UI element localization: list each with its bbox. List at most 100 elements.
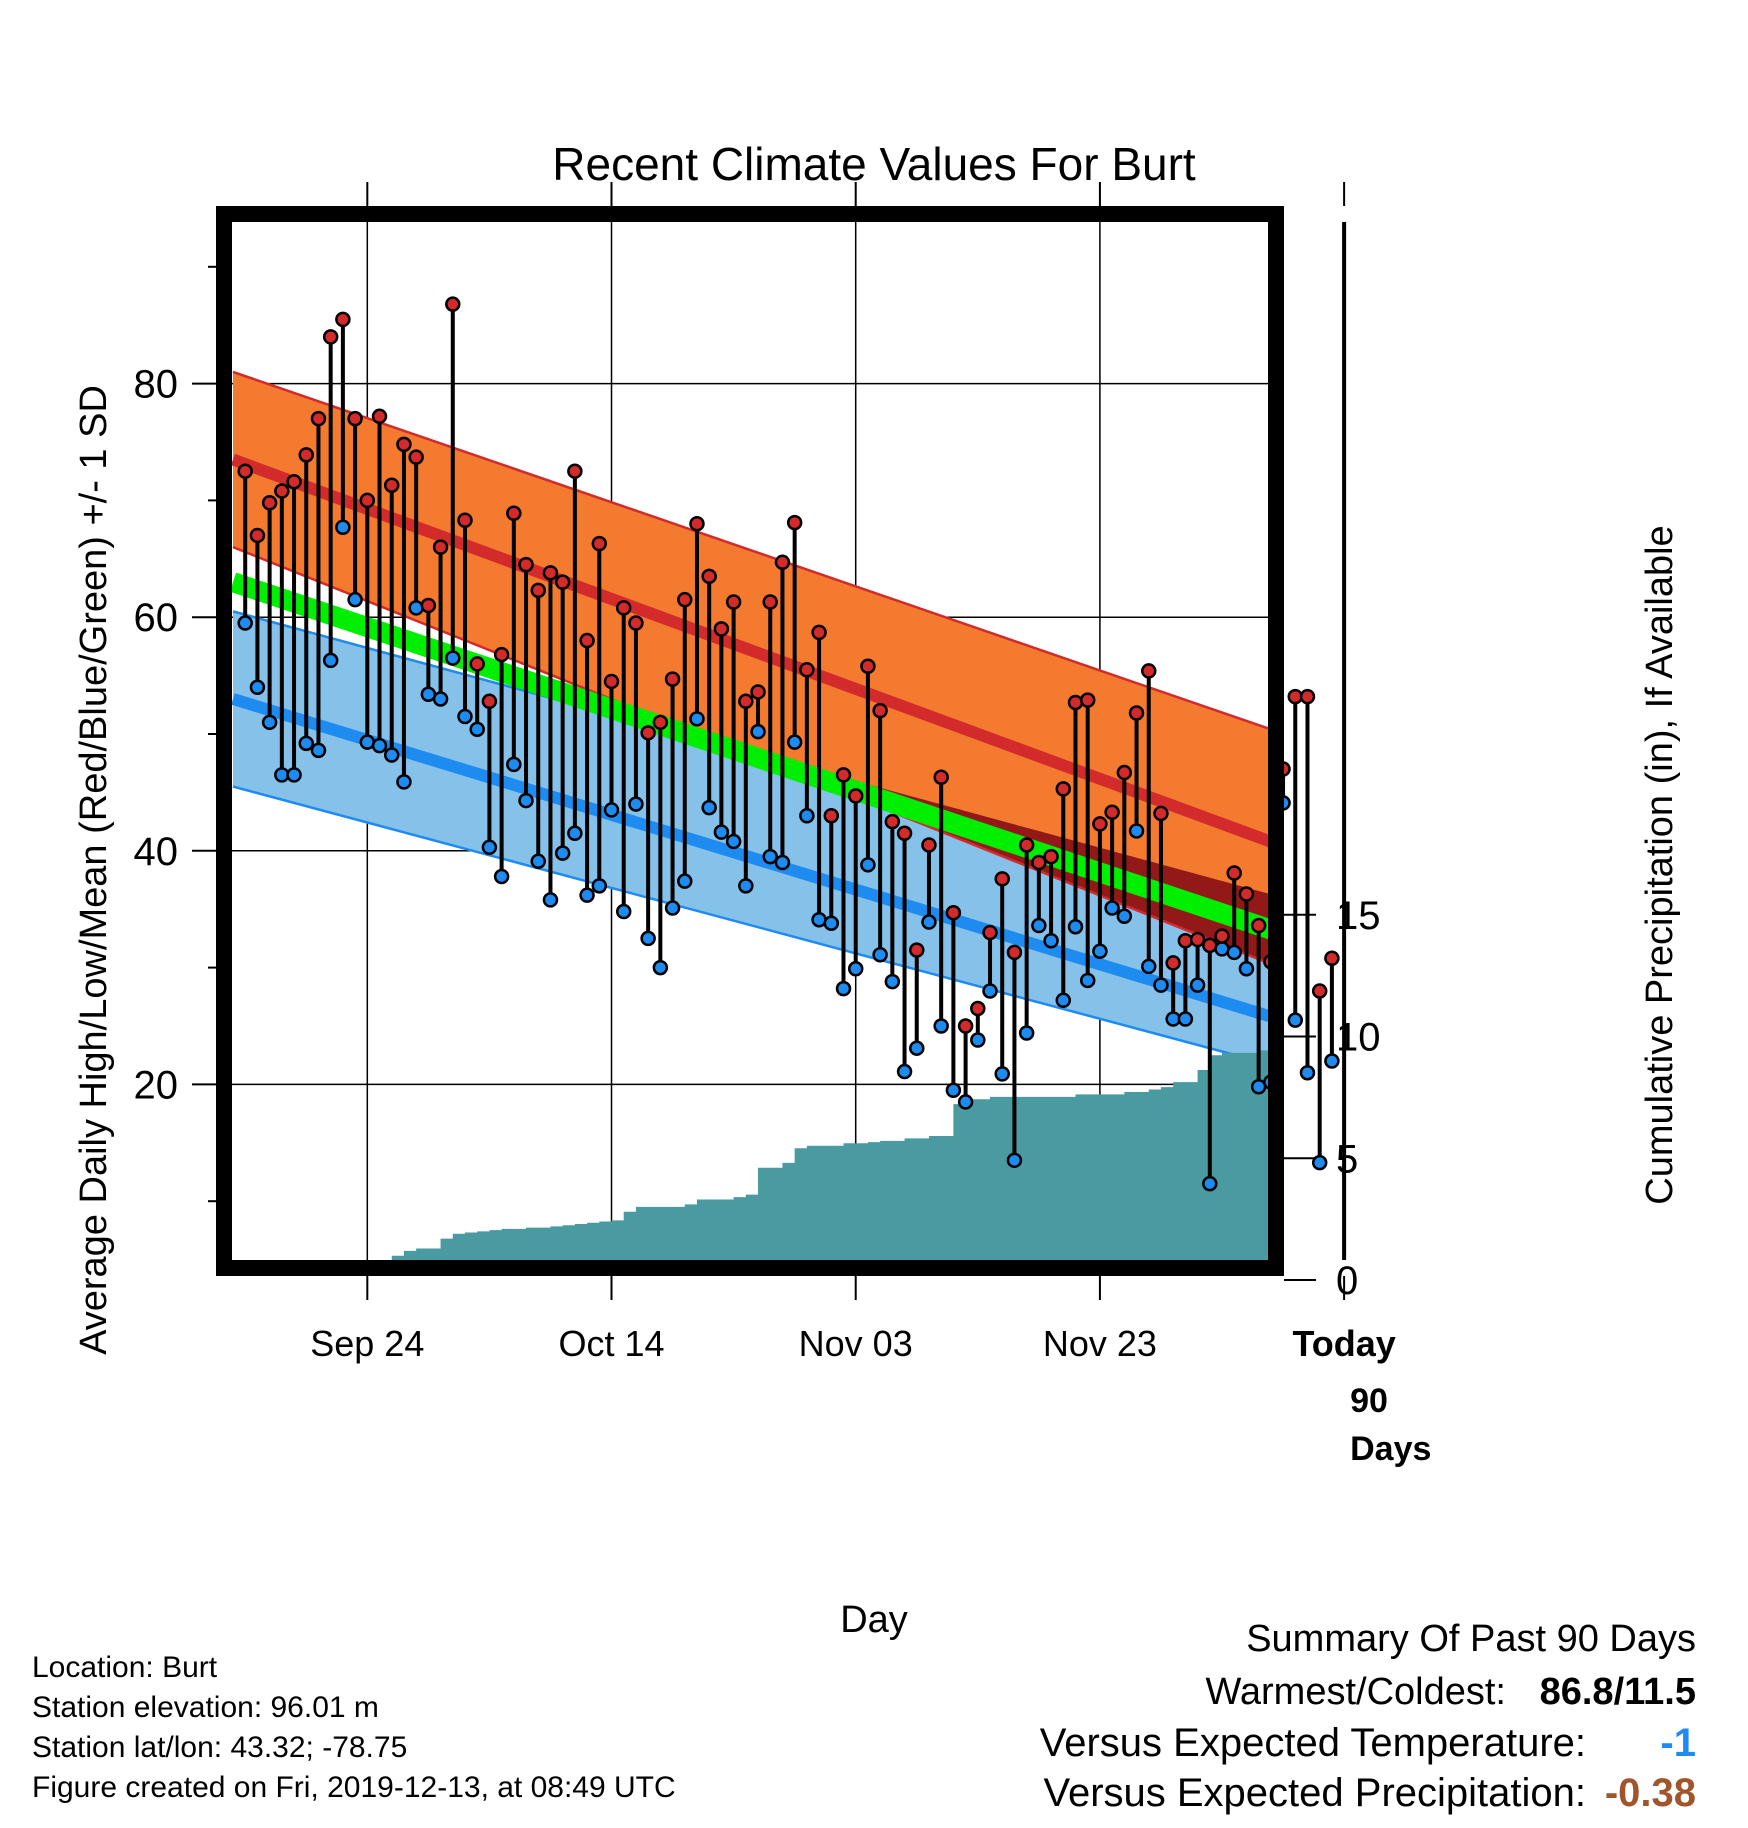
high-point-61 (982, 924, 998, 941)
high-point-28 (579, 632, 595, 649)
temp-row: Versus Expected Temperature: -1 (1040, 1718, 1696, 1768)
high-point-2 (261, 494, 278, 511)
high-point-8 (335, 311, 351, 328)
high-point-13 (396, 436, 412, 453)
high-point-68 (1067, 694, 1084, 711)
high-point-18 (457, 512, 473, 529)
low-point-33 (640, 930, 656, 947)
high-point-16 (432, 539, 449, 555)
x-tick-label-0: Sep 24 (310, 1323, 424, 1364)
low-point-30 (603, 802, 620, 818)
temp-value: -1 (1660, 1721, 1696, 1765)
high-point-30 (603, 673, 620, 690)
high-point-14 (408, 449, 424, 465)
location-text: Location: Burt (32, 1651, 218, 1684)
high-point-40 (725, 594, 742, 610)
high-point-75 (1153, 805, 1169, 822)
low-point-27 (567, 825, 583, 842)
x-tick-label-4: Today (1292, 1323, 1395, 1364)
low-point-23 (518, 792, 534, 809)
low-point-82 (1238, 961, 1255, 977)
precip-value: -0.38 (1604, 1771, 1696, 1815)
high-sd-upper-line (232, 370, 1268, 730)
high-point-46 (799, 662, 815, 678)
low-point-43 (762, 848, 778, 865)
low-point-59 (957, 1094, 974, 1110)
low-point-11 (371, 737, 388, 754)
latlon-text: Station lat/lon: 43.32; -78.75 (32, 1731, 408, 1764)
axis-ticks: Sep 24 Oct 14 Nov 03 Nov 23 Today 20 40 60 80 0 5 1… (134, 182, 1396, 1364)
y-axis-label: Average Daily High/Low/Mean (Red/Blue/Gr… (73, 385, 115, 1355)
high-point-72 (1116, 764, 1133, 781)
y-tick-label-0: 20 (134, 1063, 179, 1107)
high-sd-band (233, 371, 1268, 963)
low-point-18 (457, 708, 473, 725)
y2-tick-label-2: 10 (1336, 1016, 1381, 1060)
high-point-81 (1226, 865, 1242, 881)
low-point-8 (335, 519, 351, 536)
high-point-35 (664, 671, 681, 687)
low-point-61 (982, 983, 998, 999)
high-point-80 (1214, 928, 1230, 944)
high-point-27 (567, 463, 583, 479)
high-point-21 (493, 646, 510, 663)
low-point-81 (1226, 944, 1242, 961)
low-point-63 (1006, 1152, 1023, 1169)
y2-tick-label-0: 0 (1336, 1259, 1358, 1303)
low-point-19 (469, 721, 485, 738)
low-point-37 (689, 711, 705, 727)
y-tick-label-2: 60 (134, 596, 179, 640)
low-point-57 (933, 1018, 949, 1034)
y2-tick-label-3: 15 (1336, 894, 1381, 938)
high-point-74 (1141, 663, 1157, 679)
high-point-51 (860, 658, 876, 675)
low-point-1 (249, 679, 266, 696)
low-point-53 (884, 973, 901, 990)
high-point-42 (750, 684, 766, 700)
created-text: Figure created on Fri, 2019-12-13, at 08… (32, 1771, 676, 1804)
warmest-label: Warmest/Coldest: (1205, 1671, 1506, 1713)
high-point-62 (994, 871, 1010, 887)
low-point-41 (738, 878, 754, 894)
low-point-62 (994, 1066, 1010, 1082)
high-point-23 (518, 556, 534, 573)
low-point-68 (1067, 918, 1084, 935)
high-point-29 (591, 535, 608, 552)
precipitation-area (391, 1043, 1268, 1260)
high-point-38 (701, 568, 717, 585)
high-point-12 (383, 477, 400, 493)
low-point-29 (591, 878, 608, 894)
low-point-70 (1092, 943, 1108, 959)
high-point-36 (677, 591, 693, 608)
x-tick-label-1: Oct 14 (558, 1323, 664, 1364)
low-point-74 (1141, 958, 1157, 975)
x-tick-label-3: Nov 23 (1043, 1323, 1157, 1364)
high-point-17 (445, 296, 461, 312)
low-point-39 (713, 824, 730, 840)
high-point-31 (615, 600, 632, 616)
low-point-2 (261, 714, 278, 731)
low-point-6 (310, 742, 327, 759)
today-days-label: 90 (1350, 1382, 1388, 1420)
high-point-71 (1104, 804, 1120, 821)
x-tick-label-2: Nov 03 (799, 1323, 913, 1364)
low-point-16 (432, 691, 449, 707)
high-point-32 (628, 615, 644, 631)
low-point-86 (1287, 1012, 1304, 1028)
low-point-45 (786, 734, 803, 750)
low-point-7 (322, 652, 339, 669)
precip-label: Versus Expected Precipitation: (1043, 1771, 1586, 1815)
low-point-4 (286, 767, 302, 783)
low-point-26 (554, 845, 571, 861)
high-point-34 (652, 714, 669, 731)
low-point-88 (1311, 1154, 1328, 1171)
high-point-26 (554, 574, 571, 590)
low-point-56 (921, 914, 937, 930)
high-point-59 (957, 1018, 974, 1034)
high-point-64 (1018, 837, 1035, 853)
high-point-19 (469, 656, 485, 672)
low-point-5 (298, 735, 315, 752)
high-point-48 (823, 808, 840, 824)
high-point-9 (347, 410, 363, 427)
